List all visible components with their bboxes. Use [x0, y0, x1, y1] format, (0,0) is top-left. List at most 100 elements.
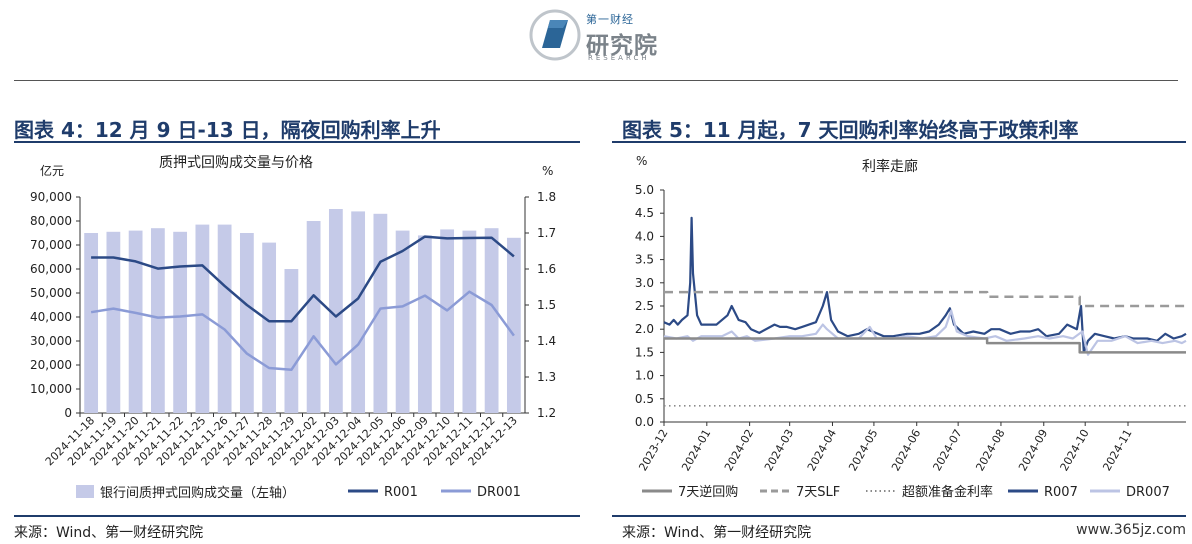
axes: 0 10,000 20,000 30,000 40,000 50,000 60,000 70,… [30, 190, 556, 420]
rate-lines [90, 235, 515, 372]
y-tick-label: 4.0 [635, 229, 654, 243]
y-tick-label: 1.0 [635, 369, 654, 383]
y-tick-label: 1.5 [635, 345, 654, 359]
legend-label: DR007 [1126, 485, 1170, 500]
legend-label: DR001 [477, 485, 521, 500]
right-tick-label: 1.4 [537, 334, 556, 348]
volume-bar [484, 228, 499, 413]
y-tick-label: 0.5 [635, 392, 654, 406]
x-tick-label: 2024-09 [1016, 427, 1050, 473]
legend-swatch-volume [76, 485, 94, 498]
logo-text-large: 研究院 [586, 33, 658, 59]
y-tick-label: 3.5 [635, 253, 654, 267]
volume-bar [84, 233, 99, 413]
series-line-1 [664, 290, 1186, 308]
volume-bar [128, 230, 143, 413]
series-line-3 [663, 216, 1187, 354]
x-tick-label: 2024-05 [846, 427, 880, 473]
x-tick-label: 2024-06 [889, 427, 923, 473]
left-tick-label: 20,000 [30, 358, 72, 372]
legend-label: 超额准备金利率 [902, 484, 993, 500]
watermark: www.365jz.com [1076, 522, 1186, 538]
header-divider [14, 80, 1178, 81]
y-tick-label: 3.0 [635, 276, 654, 290]
x-tick-label: 2024-03 [762, 427, 796, 473]
x-tick-label: 2024-10 [1058, 427, 1092, 473]
volume-bar [417, 235, 432, 413]
logo-text-small: 第一财经 [586, 13, 634, 26]
volume-bar [262, 242, 277, 413]
y-tick-label: 5.0 [635, 183, 654, 197]
volume-bar [239, 233, 254, 413]
volume-bar [195, 224, 210, 413]
volume-bar [395, 230, 410, 413]
y-tick-label: 2.5 [635, 299, 654, 313]
right-source-rule [612, 515, 1186, 517]
x-tick-label: 2024-01 [679, 427, 713, 473]
right-tick-label: 1.7 [537, 226, 556, 240]
x-tick-label: 2023-12 [636, 427, 670, 473]
legend-label: R001 [384, 485, 418, 500]
rate-corridor-chart: 利率走廊 % 0.0 0.5 1.0 1.5 2.0 2.5 3.0 3.5 4.0 4.5 5.0… [635, 154, 1187, 500]
volume-bar [373, 213, 388, 413]
chart-title: 利率走廊 [862, 158, 918, 175]
left-tick-label: 50,000 [30, 286, 72, 300]
legend-label: R007 [1044, 485, 1078, 500]
right-tick-label: 1.2 [537, 406, 556, 420]
x-tick-label: 2024-11 [1100, 427, 1134, 473]
right-title-rule [612, 141, 1186, 143]
legend-label: 银行间质押式回购成交量（左轴） [100, 485, 295, 501]
volume-bar [351, 211, 366, 413]
brand-logo: 第一财经 研究院 RESEARCH [528, 4, 668, 68]
y-tick-label: 4.5 [635, 206, 654, 220]
left-tick-label: 30,000 [30, 334, 72, 348]
x-tick-label: 2024-02 [722, 427, 756, 473]
left-panel-title: 图表 4：12 月 9 日-13 日，隔夜回购利率上升 [14, 118, 441, 142]
left-source-rule [14, 515, 580, 517]
volume-bar [440, 229, 455, 413]
legend-label: 7天SLF [796, 485, 840, 500]
left-tick-label: 60,000 [30, 262, 72, 276]
y-tick-label: 0.0 [635, 415, 654, 429]
left-tick-label: 10,000 [30, 382, 72, 396]
series-line-r001 [91, 235, 515, 323]
left-tick-label: 40,000 [30, 310, 72, 324]
rate-lines [663, 216, 1187, 407]
volume-bar [462, 230, 477, 413]
right-axis-unit: % [542, 164, 553, 178]
left-tick-label: 0 [64, 406, 72, 420]
legend-label: 7天逆回购 [678, 484, 738, 500]
left-axis-unit: 亿元 [40, 163, 64, 178]
left-tick-label: 80,000 [30, 214, 72, 228]
left-title-rule [14, 141, 580, 143]
right-tick-label: 1.5 [537, 298, 556, 312]
right-source-note: 来源：Wind、第一财经研究院 [622, 525, 812, 541]
axes: 0.0 0.5 1.0 1.5 2.0 2.5 3.0 3.5 4.0 4.5 5.0 2023-12… [635, 183, 1186, 473]
right-panel-title: 图表 5：11 月起，7 天回购利率始终高于政策利率 [622, 118, 1079, 142]
x-tick-label: 2024-08 [973, 427, 1007, 473]
volume-bar [284, 269, 299, 413]
legend: 7天逆回购 7天SLF 超额准备金利率 R007 DR007 [642, 484, 1170, 500]
right-tick-label: 1.6 [537, 262, 556, 276]
left-source-note: 来源：Wind、第一财经研究院 [14, 525, 204, 541]
y-tick-label: 2.0 [635, 322, 654, 336]
volume-bar [306, 221, 321, 413]
volume-bar [506, 237, 521, 413]
right-tick-label: 1.3 [537, 370, 556, 384]
x-tick-label: 2024-07 [930, 427, 964, 473]
repo-volume-price-chart: 质押式回购成交量与价格 亿元 % 0 10,000 20,000 30,000 40,0… [30, 154, 556, 501]
left-tick-label: 90,000 [30, 190, 72, 204]
volume-bars [84, 209, 521, 413]
right-tick-label: 1.8 [537, 190, 556, 204]
volume-bar [173, 231, 188, 413]
volume-bar [150, 228, 165, 413]
volume-bar [106, 231, 121, 413]
logo-text-en: RESEARCH [588, 54, 650, 62]
series-line-dr001 [90, 290, 515, 372]
volume-bar [217, 224, 232, 413]
left-tick-label: 70,000 [30, 238, 72, 252]
x-tick-labels: 2024-11-182024-11-192024-11-202024-11-21… [43, 413, 520, 468]
series-line-0 [664, 337, 1186, 354]
logo-mark-icon [529, 9, 581, 61]
chart-title: 质押式回购成交量与价格 [159, 154, 313, 171]
